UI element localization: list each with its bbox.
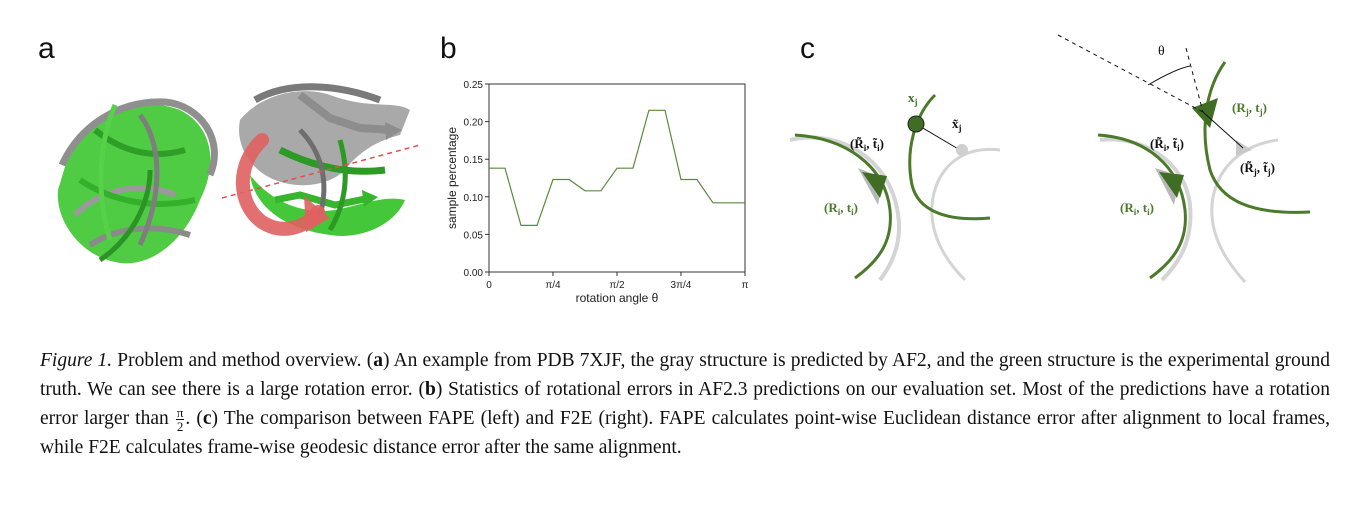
caption-text-2: ) An example from PDB 7XJF, the gray str… bbox=[40, 350, 1330, 400]
rotation-error-chart: 0.00 0.05 0.10 0.15 0.20 0.25 0 π/4 π/2 3π/4 π ro… bbox=[445, 80, 749, 305]
caption-ref-c: c bbox=[202, 408, 212, 429]
x-tick-label: π/2 bbox=[609, 280, 625, 291]
f2e-true-frame-j-marker bbox=[1192, 98, 1218, 128]
label-f2e-pred-i: (R̃i, t̃i) bbox=[1150, 136, 1184, 153]
panel-label-a: a bbox=[38, 32, 55, 65]
fape-pred-arc-j bbox=[930, 147, 1001, 282]
rotation-arrow bbox=[235, 133, 325, 236]
x-tick-label: 0 bbox=[486, 280, 492, 291]
fape-true-arc-j bbox=[908, 93, 991, 221]
left-domain bbox=[57, 98, 218, 264]
f2e-true-arc-i bbox=[1097, 133, 1187, 280]
fape-diagram: xj x̃j (R̃i, t̃i) (Ri, ti) bbox=[789, 90, 1001, 282]
rotation-axis bbox=[221, 144, 421, 199]
f2e-true-arc-j bbox=[1203, 61, 1311, 214]
y-tick-label: 0.20 bbox=[464, 118, 484, 129]
f2e-true-frame-i-marker bbox=[1159, 172, 1184, 198]
f2e-diagram: θ (Rj, tj) (R̃i, t̃i) (R̃j, t̃j) (Ri, ti… bbox=[1057, 34, 1311, 284]
x-tick-label: π bbox=[742, 280, 749, 291]
rotation-arrow-head bbox=[304, 196, 330, 232]
label-xj-tilde: x̃j bbox=[952, 116, 962, 133]
y-tick-label: 0.10 bbox=[464, 193, 484, 204]
y-tick-label: 0.25 bbox=[464, 80, 484, 91]
point-xj bbox=[907, 115, 925, 133]
fraction-numerator: π bbox=[175, 405, 185, 421]
x-tick-label: 3π/4 bbox=[671, 280, 692, 291]
plot-frame bbox=[488, 83, 746, 273]
x-axis-label: rotation angle θ bbox=[576, 291, 659, 305]
caption-text-4: . ( bbox=[185, 408, 203, 429]
caption-text-5: ) The comparison between FAPE (left) and… bbox=[40, 408, 1331, 459]
caption-label: Figure 1. bbox=[40, 350, 113, 371]
y-axis-label: sample percentage bbox=[445, 127, 459, 229]
frame-distance-line bbox=[1202, 111, 1244, 149]
y-tick-label: 0.15 bbox=[464, 155, 484, 166]
figure-caption: Figure 1. Problem and method overview. (… bbox=[40, 346, 1330, 462]
x-tick-label: π/4 bbox=[545, 280, 561, 291]
y-tick-labels: 0.00 0.05 0.10 0.15 0.20 0.25 bbox=[464, 80, 489, 279]
point-xj-tilde bbox=[956, 144, 968, 156]
fape-true-arc-i bbox=[794, 133, 892, 280]
caption-text-1: Problem and method overview. ( bbox=[112, 350, 374, 371]
fape-distance-line bbox=[915, 123, 961, 151]
angle-arc bbox=[1147, 65, 1191, 86]
label-f2e-true-j: (Rj, tj) bbox=[1232, 100, 1267, 117]
panel-label-b: b bbox=[440, 32, 457, 65]
y-tick-label: 0.00 bbox=[464, 268, 484, 279]
figure-canvas: 0.00 0.05 0.10 0.15 0.20 0.25 0 π/4 π/2 3π/4 π ro… bbox=[57, 34, 1311, 305]
right-domain bbox=[239, 83, 410, 236]
caption-text-3: ) Statistics of rotational errors in AF2… bbox=[40, 379, 1330, 429]
fape-true-frame-marker bbox=[862, 172, 887, 198]
x-tick-labels: 0 π/4 π/2 3π/4 π bbox=[486, 272, 749, 291]
panel-label-c: c bbox=[800, 32, 815, 65]
protein-structure-illustration bbox=[57, 83, 421, 264]
label-f2e-pred-j: (R̃j, t̃j) bbox=[1240, 160, 1275, 177]
chart-axes bbox=[488, 83, 746, 273]
label-f2e-true-i: (Ri, ti) bbox=[1120, 200, 1154, 217]
y-tick-label: 0.05 bbox=[464, 230, 484, 241]
caption-ref-a: a bbox=[373, 350, 383, 371]
fraction-denominator: 2 bbox=[176, 419, 184, 435]
label-xj: xj bbox=[908, 90, 918, 107]
label-fape-pred-frame: (R̃i, t̃i) bbox=[850, 136, 884, 153]
angle-ray-1 bbox=[1057, 34, 1204, 113]
label-theta: θ bbox=[1158, 44, 1165, 59]
caption-ref-b: b bbox=[424, 379, 436, 400]
f2e-pred-frame-j-marker bbox=[1236, 140, 1252, 156]
series-line bbox=[489, 109, 745, 226]
label-fape-true-frame: (Ri, ti) bbox=[824, 200, 858, 217]
angle-ray-2 bbox=[1185, 47, 1204, 113]
